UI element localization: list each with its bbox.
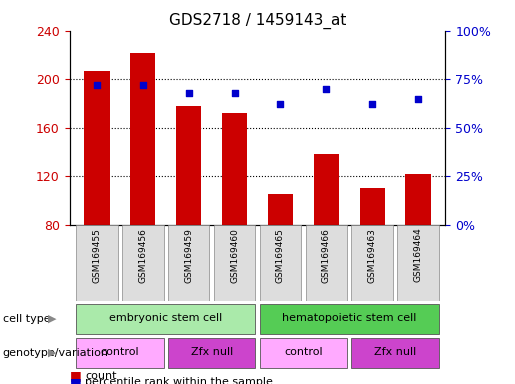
Text: GSM169463: GSM169463: [368, 228, 376, 283]
Text: cell type: cell type: [3, 314, 50, 324]
Bar: [76, 304, 255, 334]
Bar: [84, 71, 110, 225]
Text: ■: ■: [70, 376, 81, 384]
Point: [368, 101, 376, 108]
Bar: [260, 338, 347, 368]
Text: embryonic stem cell: embryonic stem cell: [109, 313, 222, 323]
Point: [277, 101, 285, 108]
Bar: [268, 194, 293, 225]
Text: ▶: ▶: [48, 314, 57, 324]
Text: GSM169460: GSM169460: [230, 228, 239, 283]
Bar: [405, 174, 431, 225]
Bar: [398, 225, 439, 301]
Text: genotype/variation: genotype/variation: [3, 348, 109, 358]
Bar: [260, 225, 301, 301]
Text: GSM169466: GSM169466: [322, 228, 331, 283]
Bar: [122, 225, 164, 301]
Bar: [260, 304, 439, 334]
Point: [93, 82, 101, 88]
Text: percentile rank within the sample: percentile rank within the sample: [85, 377, 273, 384]
Text: control: control: [100, 347, 139, 357]
Point: [184, 90, 193, 96]
Bar: [305, 225, 347, 301]
Text: hematopoietic stem cell: hematopoietic stem cell: [282, 313, 417, 323]
Text: GSM169456: GSM169456: [139, 228, 147, 283]
Point: [139, 82, 147, 88]
Bar: [359, 188, 385, 225]
Bar: [176, 106, 201, 225]
Text: count: count: [85, 371, 116, 381]
Point: [230, 90, 238, 96]
Text: ■: ■: [70, 369, 81, 382]
Point: [322, 86, 331, 92]
Bar: [314, 154, 339, 225]
Text: GSM169459: GSM169459: [184, 228, 193, 283]
Bar: [222, 113, 247, 225]
Text: control: control: [284, 347, 323, 357]
Bar: [352, 338, 439, 368]
Bar: [76, 338, 164, 368]
Text: Zfx null: Zfx null: [191, 347, 233, 357]
Text: Zfx null: Zfx null: [374, 347, 416, 357]
Bar: [168, 225, 210, 301]
Point: [414, 96, 422, 102]
Text: GSM169465: GSM169465: [276, 228, 285, 283]
Bar: [168, 338, 255, 368]
Text: GSM169464: GSM169464: [414, 228, 422, 283]
Bar: [130, 53, 156, 225]
Text: ▶: ▶: [48, 348, 57, 358]
Text: GSM169455: GSM169455: [93, 228, 101, 283]
Bar: [352, 225, 393, 301]
Title: GDS2718 / 1459143_at: GDS2718 / 1459143_at: [169, 13, 346, 29]
Bar: [76, 225, 117, 301]
Bar: [214, 225, 255, 301]
